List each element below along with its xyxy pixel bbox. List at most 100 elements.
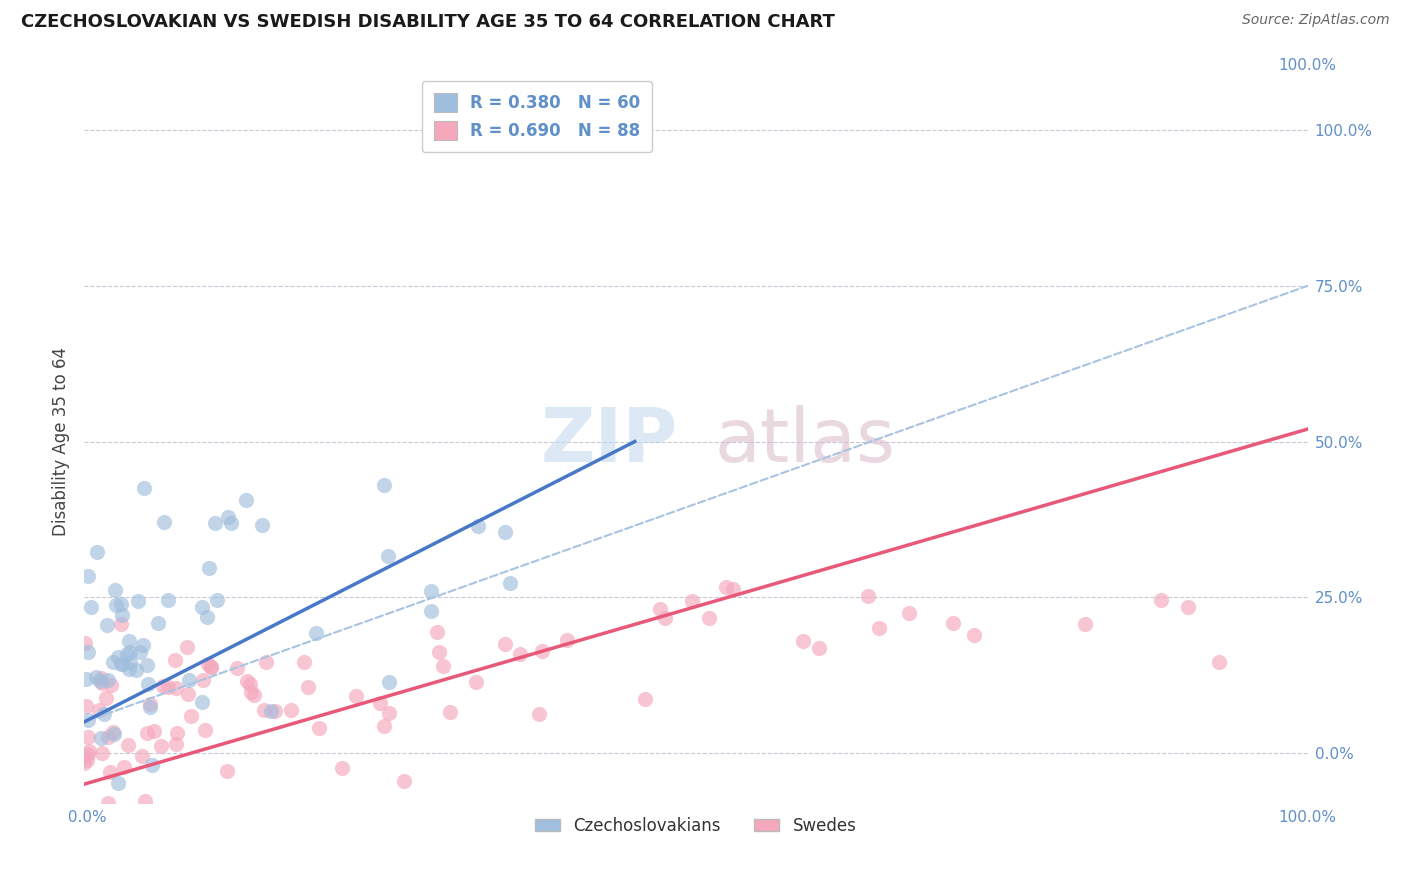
Point [1177, 599, 1199, 614]
Point [419, 604, 441, 618]
Point [420, 584, 443, 599]
Point [297, 680, 319, 694]
Point [650, 601, 672, 615]
Point [77, 644, 100, 658]
Point [149, 739, 172, 753]
Point [426, 624, 449, 639]
Point [179, 673, 201, 687]
Point [166, 725, 188, 739]
Point [118, 645, 141, 659]
Point [697, 611, 720, 625]
Point [330, 761, 353, 775]
Point [110, 657, 132, 671]
Point [156, 593, 179, 607]
Point [101, 725, 124, 739]
Point [714, 580, 737, 594]
Point [494, 525, 516, 540]
Point [157, 681, 180, 695]
Point [1208, 655, 1230, 669]
Point [93, 707, 115, 722]
Point [73, 636, 96, 650]
Point [138, 698, 160, 712]
Point [148, 616, 170, 631]
Point [152, 679, 174, 693]
Point [86, 545, 108, 559]
Point [136, 677, 159, 691]
Point [97, 796, 120, 810]
Point [1074, 616, 1097, 631]
Point [134, 481, 156, 495]
Legend: Czechoslovakians, Swedes: Czechoslovakians, Swedes [529, 810, 863, 841]
Point [465, 675, 488, 690]
Point [77, 747, 100, 761]
Point [427, 645, 450, 659]
Point [239, 677, 262, 691]
Point [125, 663, 148, 677]
Point [96, 618, 118, 632]
Point [200, 659, 222, 673]
Point [118, 633, 141, 648]
Point [73, 749, 96, 764]
Y-axis label: Disability Age 35 to 64: Disability Age 35 to 64 [52, 347, 70, 536]
Point [115, 647, 138, 661]
Point [75, 698, 97, 713]
Point [432, 658, 454, 673]
Point [107, 776, 129, 790]
Text: Source: ZipAtlas.com: Source: ZipAtlas.com [1241, 13, 1389, 28]
Point [394, 774, 416, 789]
Point [77, 744, 100, 758]
Point [236, 673, 259, 688]
Point [1149, 592, 1171, 607]
Point [191, 695, 214, 709]
Point [260, 704, 283, 718]
Point [127, 593, 149, 607]
Point [141, 758, 163, 772]
Point [89, 674, 111, 689]
Point [439, 706, 461, 720]
Point [77, 730, 100, 744]
Point [104, 582, 127, 597]
Point [243, 689, 266, 703]
Point [681, 594, 703, 608]
Point [308, 721, 330, 735]
Point [378, 706, 401, 721]
Point [467, 519, 489, 533]
Point [101, 655, 124, 669]
Point [530, 644, 553, 658]
Point [378, 674, 401, 689]
Point [373, 718, 395, 732]
Point [139, 699, 162, 714]
Point [197, 561, 219, 575]
Point [256, 655, 278, 669]
Point [226, 661, 249, 675]
Point [344, 689, 367, 703]
Point [165, 737, 187, 751]
Point [197, 657, 219, 672]
Point [153, 515, 176, 529]
Point [509, 648, 531, 662]
Text: atlas: atlas [714, 405, 896, 478]
Point [235, 492, 257, 507]
Point [494, 637, 516, 651]
Point [80, 599, 103, 614]
Point [942, 615, 965, 630]
Point [555, 632, 578, 647]
Point [176, 640, 198, 655]
Point [898, 606, 921, 620]
Point [131, 748, 153, 763]
Point [868, 621, 890, 635]
Point [110, 597, 132, 611]
Point [808, 641, 831, 656]
Point [84, 670, 107, 684]
Point [499, 576, 522, 591]
Point [107, 650, 129, 665]
Point [205, 593, 228, 607]
Point [77, 569, 100, 583]
Point [263, 704, 285, 718]
Point [76, 713, 98, 727]
Point [252, 517, 274, 532]
Point [112, 760, 135, 774]
Point [280, 703, 302, 717]
Point [97, 673, 120, 687]
Point [90, 731, 112, 745]
